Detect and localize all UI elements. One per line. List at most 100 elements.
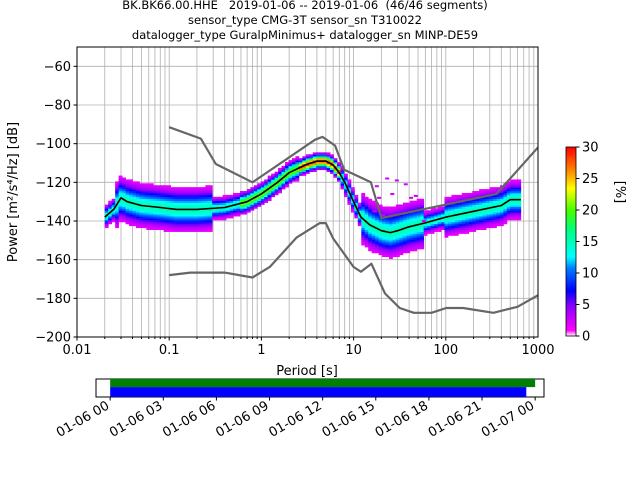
heatmap-cell [409, 237, 414, 240]
heatmap-cell [454, 216, 459, 219]
heatmap-cell [208, 229, 213, 232]
heatmap-cell [368, 227, 373, 230]
heatmap-cell [406, 206, 411, 209]
heatmap-cell [513, 179, 518, 182]
heatmap-cell [368, 243, 373, 246]
heatmap-cell [454, 220, 459, 223]
heatmap-cell [385, 223, 390, 227]
heatmap-cell [368, 233, 373, 236]
heatmap-cell [129, 214, 133, 217]
heatmap-cell [201, 202, 206, 205]
heatmap-cell [406, 241, 411, 244]
heatmap-cell [163, 192, 168, 196]
heatmap-cell [153, 220, 158, 223]
heatmap-cell [493, 225, 497, 229]
heatmap-cell [475, 221, 480, 225]
heatmap-cell [236, 200, 241, 203]
heatmap-cell [222, 208, 227, 211]
heatmap-cell [323, 163, 328, 167]
heatmap-cell [208, 214, 213, 217]
heatmap-cell [153, 227, 158, 230]
heatmap-cell [163, 220, 168, 223]
heatmap-cell [461, 225, 466, 229]
heatmap-cell [368, 245, 373, 248]
heatmap-cell [465, 220, 470, 223]
heatmap-cell [496, 223, 501, 227]
heatmap-cell [499, 218, 504, 221]
heatmap-cell [458, 214, 463, 217]
heatmap-cell [194, 196, 199, 200]
heatmap-cell [458, 225, 463, 229]
heatmap-cell [135, 196, 140, 200]
heatmap-cell [479, 204, 484, 207]
heatmap-cell [177, 191, 182, 194]
heatmap-cell [413, 216, 418, 219]
heatmap-cell [402, 229, 407, 232]
heatmap-cell [285, 175, 289, 178]
heatmap-cell [493, 202, 497, 205]
heatmap-cell [499, 189, 504, 192]
heatmap-cell [496, 202, 501, 205]
heatmap-cell [416, 229, 421, 232]
heatmap-cell [246, 204, 251, 207]
heatmap-cell [392, 231, 397, 234]
heatmap-cell [295, 175, 300, 178]
heatmap-cell [399, 229, 404, 232]
heatmap-cell [468, 194, 473, 198]
heatmap-cell [465, 221, 470, 225]
heatmap-cell [354, 210, 359, 213]
heatmap-cell [416, 202, 421, 205]
heatmap-cell [371, 216, 376, 219]
heatmap-cell [111, 198, 116, 201]
heatmap-cell [378, 225, 383, 229]
heatmap-cell [472, 194, 477, 198]
heatmap-cell [513, 191, 518, 194]
heatmap-cell [285, 167, 289, 171]
heatmap-cell [156, 194, 161, 198]
heatmap-cell [493, 210, 497, 213]
heatmap-cell [395, 233, 400, 236]
heatmap-cell [205, 191, 210, 194]
heatmap-cell [472, 225, 477, 229]
heatmap-cell [434, 216, 438, 219]
heatmap-cell [163, 196, 168, 200]
heatmap-cell [163, 216, 168, 219]
heatmap-cell [399, 214, 404, 217]
heatmap-cell [451, 216, 456, 219]
heatmap-cell [250, 191, 255, 194]
heatmap-cell [139, 202, 144, 205]
heatmap-cell [389, 243, 393, 246]
heatmap-cell [298, 169, 303, 172]
heatmap-cell [402, 204, 407, 207]
heatmap-cell [132, 212, 137, 215]
heatmap-cell [319, 165, 324, 169]
heatmap-cell [153, 187, 158, 190]
heatmap-cell [319, 163, 324, 167]
heatmap-cell [434, 214, 438, 217]
heatmap-cell [337, 169, 341, 172]
heatmap-cell [302, 156, 307, 159]
heatmap-cell [468, 227, 473, 230]
heatmap-cell [395, 241, 400, 244]
heatmap-cell [510, 196, 515, 200]
heatmap-cell [489, 210, 494, 213]
heatmap-cell [447, 198, 452, 201]
heatmap-cell [271, 177, 276, 180]
heatmap-cell [395, 254, 400, 258]
heatmap-cell [517, 187, 522, 190]
heatmap-cell [392, 225, 397, 229]
heatmap-cell [371, 218, 376, 221]
heatmap-cell [291, 160, 296, 163]
heatmap-cell [115, 198, 120, 201]
heatmap-cell [191, 225, 196, 229]
heatmap-cell [406, 229, 411, 232]
heatmap-cell [434, 225, 438, 229]
heatmap-cell [177, 214, 182, 217]
heatmap-cell [198, 223, 203, 227]
heatmap-cell [208, 192, 213, 196]
heatmap-cell [135, 198, 140, 201]
heatmap-cell [167, 185, 172, 188]
heatmap-cell [153, 225, 158, 229]
heatmap-cell [499, 202, 504, 205]
heatmap-cell [170, 204, 175, 207]
